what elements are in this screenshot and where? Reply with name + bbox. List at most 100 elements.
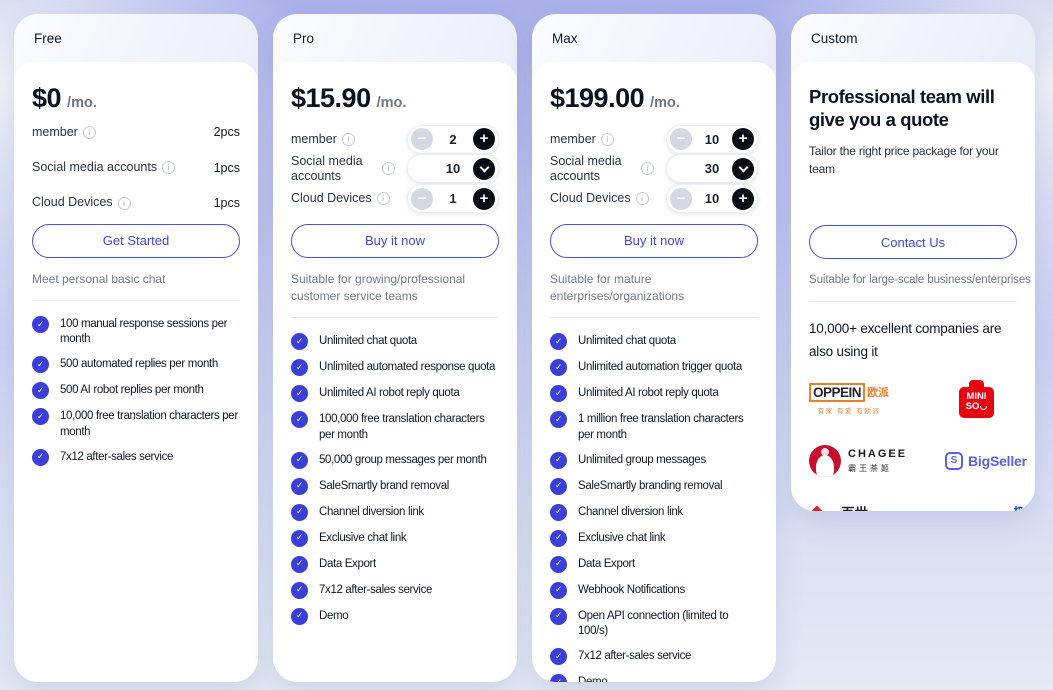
check-icon xyxy=(32,448,49,466)
oppein-cjk: 欧派 xyxy=(867,387,890,400)
feature-text: 1 million free translation characters pe… xyxy=(578,413,744,441)
oppein-tagline: 有家 有爱 有欧派 xyxy=(817,408,881,416)
quota-row-social-accounts: Social media accounts 10 xyxy=(291,154,499,185)
spacer xyxy=(809,179,1017,225)
check-icon xyxy=(550,674,567,682)
feature-item: Data Export xyxy=(291,555,499,573)
quota-row-cloud-devices: Cloud Devices 1 xyxy=(291,184,499,214)
feature-text: Unlimited chat quota xyxy=(319,335,417,348)
plan-name: Max xyxy=(552,30,578,46)
feature-item: 1 million free translation characters pe… xyxy=(550,411,758,442)
miniso-line1: MINI xyxy=(966,390,987,402)
plan-price: $199.00 xyxy=(550,83,645,113)
feature-item: SaleSmartly branding removal xyxy=(550,477,758,495)
decrement-button[interactable] xyxy=(411,187,433,210)
quota-label: member xyxy=(32,124,78,139)
feature-item: 100,000 free translation characters per … xyxy=(291,411,499,442)
dropdown-toggle-button[interactable] xyxy=(732,157,754,180)
buy-it-now-button[interactable]: Buy it now xyxy=(291,223,499,258)
feature-list: 100 manual response sessions per month 5… xyxy=(32,316,240,475)
check-icon xyxy=(550,451,567,469)
miniso-line2-wrap: SO xyxy=(966,402,988,413)
info-icon[interactable] xyxy=(341,132,355,146)
divider xyxy=(809,300,1017,302)
feature-item: 7x12 after-sales service xyxy=(550,648,758,666)
aurora-cjk: 极光 xyxy=(1014,504,1027,511)
feature-item: 500 AI robot replies per month xyxy=(32,382,240,400)
custom-subtitle: Tailor the right price package for your … xyxy=(809,143,999,177)
check-icon xyxy=(291,477,308,495)
price-period: /mo. xyxy=(67,95,97,111)
miniso-line2: SO xyxy=(965,401,980,413)
feature-item: Open API connection (limited to 100/s) xyxy=(550,607,758,639)
info-icon[interactable] xyxy=(641,162,654,176)
info-icon[interactable] xyxy=(376,192,390,206)
info-icon[interactable] xyxy=(117,196,131,210)
logo-chagee: CHAGEE 霸王茶姬 xyxy=(809,444,907,477)
check-icon xyxy=(291,451,308,469)
custom-headline: Professional team will give you a quote xyxy=(809,86,995,130)
logo-bigseller: S BigSeller xyxy=(945,451,1027,470)
feature-item: 50,000 group messages per month xyxy=(291,451,499,469)
plan-description: Suitable for large-scale business/enterp… xyxy=(809,274,1031,287)
decrement-button[interactable] xyxy=(670,187,692,210)
plan-card-max: Max $199.00 /mo. member 10 Social m xyxy=(532,14,776,682)
info-icon[interactable] xyxy=(162,161,176,175)
feature-text: Data Export xyxy=(319,557,376,570)
feature-text: 500 AI robot replies per month xyxy=(60,384,204,397)
feature-text: Unlimited AI robot reply quota xyxy=(578,387,719,400)
info-icon[interactable] xyxy=(382,162,395,176)
plan-price: $15.90 xyxy=(291,83,371,113)
dropdown-toggle-button[interactable] xyxy=(473,157,495,180)
increment-button[interactable] xyxy=(732,128,754,151)
increment-button[interactable] xyxy=(473,187,495,210)
feature-item: 100 manual response sessions per month xyxy=(32,316,240,347)
feature-item: Unlimited AI robot reply quota xyxy=(291,385,499,403)
check-icon xyxy=(32,408,49,426)
increment-button[interactable] xyxy=(732,187,754,210)
divider xyxy=(291,317,499,319)
contact-us-button[interactable]: Contact Us xyxy=(809,225,1017,260)
feature-text: Exclusive chat link xyxy=(578,531,666,544)
feature-list: Unlimited chat quota Unlimited automatio… xyxy=(550,333,758,682)
feature-item: Demo xyxy=(550,674,758,682)
increment-button[interactable] xyxy=(473,128,495,151)
check-icon xyxy=(550,477,567,495)
feature-text: 7x12 after-sales service xyxy=(319,583,433,596)
devices-stepper: 10 xyxy=(666,184,758,214)
divider xyxy=(550,317,758,319)
feature-text: Unlimited automation trigger quota xyxy=(578,361,742,374)
feature-text: 50,000 group messages per month xyxy=(319,453,487,466)
decrement-button[interactable] xyxy=(411,128,433,151)
info-icon[interactable] xyxy=(600,132,614,146)
check-icon xyxy=(291,333,308,351)
accounts-dropdown[interactable]: 10 xyxy=(407,154,499,184)
feature-text: Exclusive chat link xyxy=(319,531,407,544)
chevron-down-icon xyxy=(738,162,748,173)
plan-name: Pro xyxy=(293,30,315,46)
plan-body-free: $0 /mo. member 2pcs Social media account… xyxy=(14,62,258,682)
info-icon[interactable] xyxy=(82,125,96,139)
buy-it-now-button[interactable]: Buy it now xyxy=(550,223,758,258)
feature-text: 100,000 free translation characters per … xyxy=(319,413,485,441)
bigseller-icon: S xyxy=(945,451,963,470)
get-started-button[interactable]: Get Started xyxy=(32,223,240,258)
feature-text: 500 automated replies per month xyxy=(60,358,218,371)
info-icon[interactable] xyxy=(635,192,649,206)
logo-aurora: URORA 极光 xyxy=(945,504,1027,511)
plan-card-custom: Custom Professional team will give you a… xyxy=(791,14,1035,511)
feature-item: Data Export xyxy=(550,555,758,573)
dropdown-value: 10 xyxy=(445,161,461,177)
chagee-text: CHAGEE 霸王茶姬 xyxy=(848,448,907,473)
feature-item: Unlimited chat quota xyxy=(291,333,499,351)
plan-header-custom: Custom xyxy=(791,14,1035,62)
check-icon xyxy=(550,359,567,377)
accounts-dropdown[interactable]: 30 xyxy=(666,154,758,184)
member-stepper: 10 xyxy=(666,124,758,154)
feature-item: Channel diversion link xyxy=(550,503,758,521)
feature-text: 100 manual response sessions per month xyxy=(60,318,228,346)
decrement-button[interactable] xyxy=(670,128,692,151)
quota-label: member xyxy=(291,131,337,146)
feature-text: Demo xyxy=(578,674,608,682)
quota-value: 1pcs xyxy=(213,196,240,211)
